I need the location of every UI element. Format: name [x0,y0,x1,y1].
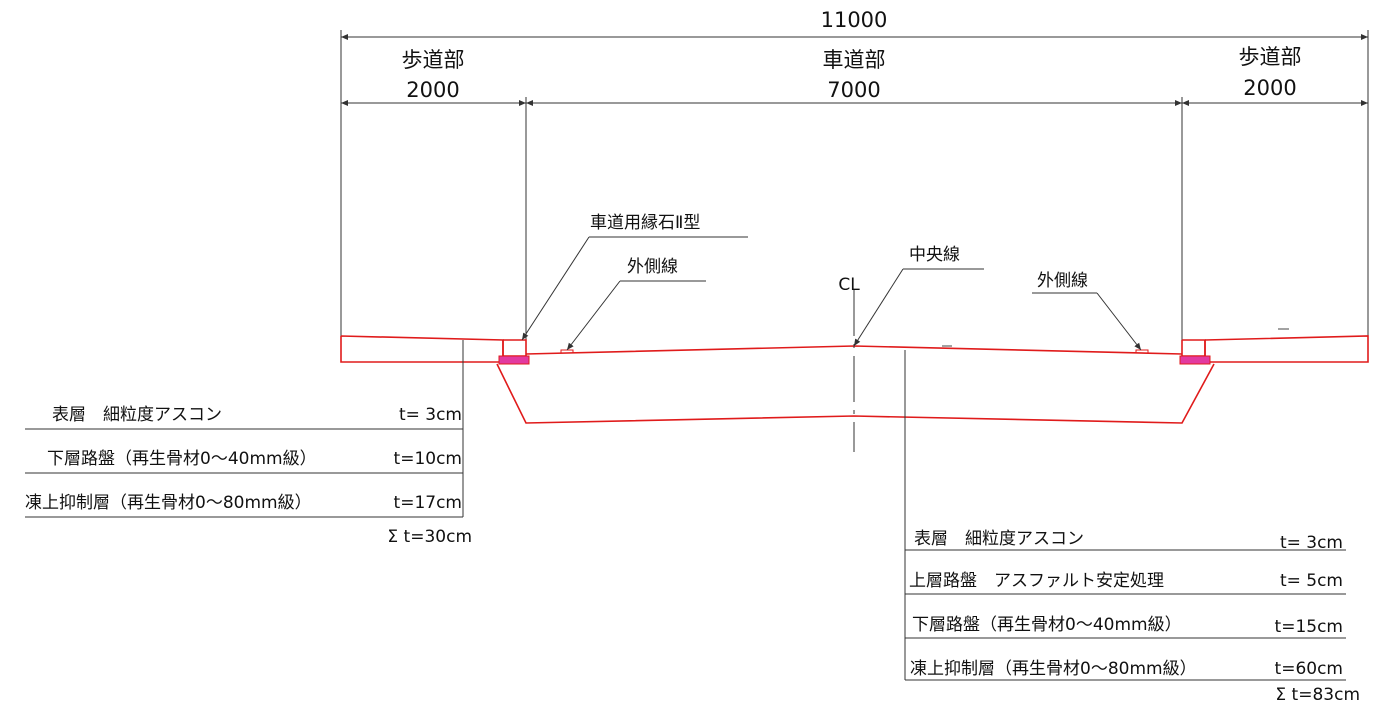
roadway-layer-2-name: 上層路盤 アスファルト安定処理 [909,571,1164,591]
outer-line-left-leader [566,280,621,351]
road-section-outline [340,328,1369,424]
right-sidewalk-width: 2000 [1243,76,1296,100]
roadway-total-thickness: Σ t=83cm [1275,685,1360,705]
roadway-layer-1-thickness: t= 3cm [1280,533,1343,553]
roadway-layer-3-thickness: t=15cm [1275,617,1343,637]
right-outer-line-mark [1135,349,1149,354]
sidewalk-layer-1-thickness: t= 3cm [399,405,462,425]
roadway-layer-2-thickness: t= 5cm [1280,571,1343,591]
left-outer-line-mark [560,349,574,354]
centerline-symbol: CL [838,275,860,295]
left-sidewalk-label: 歩道部 [402,48,465,72]
sidewalk-layer-2-thickness: t=10cm [394,449,462,469]
roadway-label: 車道部 [823,48,886,72]
sidewalk-layer-3-thickness: t=17cm [394,493,462,513]
outer-line-left-label: 外側線 [627,257,678,277]
roadway-layer-4-name: 凍上抑制層（再生骨材0～80mm級） [910,659,1197,679]
left-curb [502,339,527,357]
roadway-width: 7000 [827,78,880,102]
right-sidewalk-section [1204,335,1369,363]
left-curb-foundation [498,355,530,365]
center-line-leader [853,268,904,347]
total-width-value: 11000 [821,8,888,32]
sidewalk-total-thickness: Σ t=30cm [387,527,472,547]
dimension-lines [340,30,1369,340]
sidewalk-layer-2-name: 下層路盤（再生骨材0～40mm級） [47,449,317,469]
leader-lines [521,236,1142,351]
right-sidewalk-label: 歩道部 [1239,45,1302,69]
left-sidewalk-width: 2000 [406,78,459,102]
right-curb [1181,339,1206,357]
roadway-layer-4-thickness: t=60cm [1275,659,1343,679]
sidewalk-layer-table: 表層 細粒度アスコン t= 3cm 下層路盤（再生骨材0～40mm級） t=10… [25,405,472,547]
right-curb-foundation [1179,355,1211,365]
outer-line-right-label: 外側線 [1037,271,1088,291]
sidewalk-layer-1-name: 表層 細粒度アスコン [52,405,222,425]
curb-type-label: 車道用縁石Ⅱ型 [590,213,700,233]
curb-leader [521,236,590,341]
roadway-layer-table: 表層 細粒度アスコン t= 3cm 上層路盤 アスファルト安定処理 t= 5cm… [905,529,1360,705]
roadway-layer-3-name: 下層路盤（再生骨材0～40mm級） [912,615,1182,635]
roadway-subbase-bottom [496,363,1215,424]
sidewalk-layer-3-name: 凍上抑制層（再生骨材0～80mm級） [25,493,312,513]
outer-line-right-leader [1096,292,1142,351]
left-sidewalk-section [340,335,504,363]
center-line-label: 中央線 [909,245,960,265]
roadway-layer-1-name: 表層 細粒度アスコン [914,529,1084,549]
